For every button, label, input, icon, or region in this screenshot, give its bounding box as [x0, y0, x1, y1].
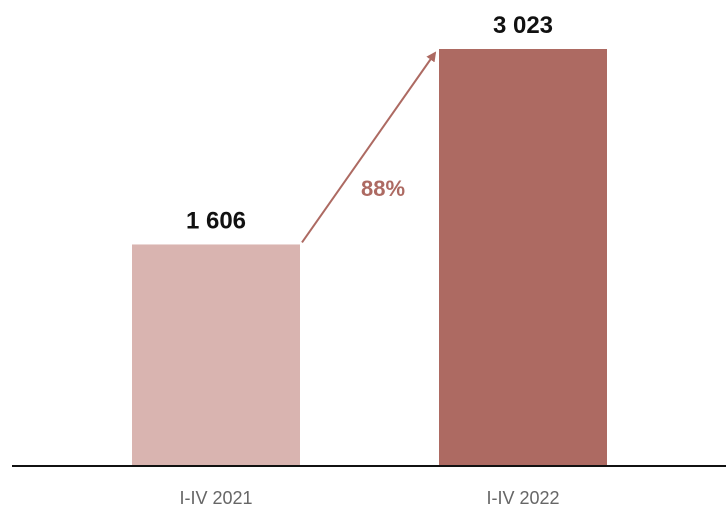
category-label-2022: I-IV 2022	[486, 488, 559, 508]
bar-2021	[132, 244, 300, 466]
growth-percentage-label: 88%	[361, 176, 405, 201]
value-label-2021: 1 606	[186, 207, 246, 234]
value-label-2022: 3 023	[493, 12, 553, 39]
category-label-2021: I-IV 2021	[179, 488, 252, 508]
growth-arrow	[301, 51, 437, 244]
bar-2022	[439, 49, 607, 466]
